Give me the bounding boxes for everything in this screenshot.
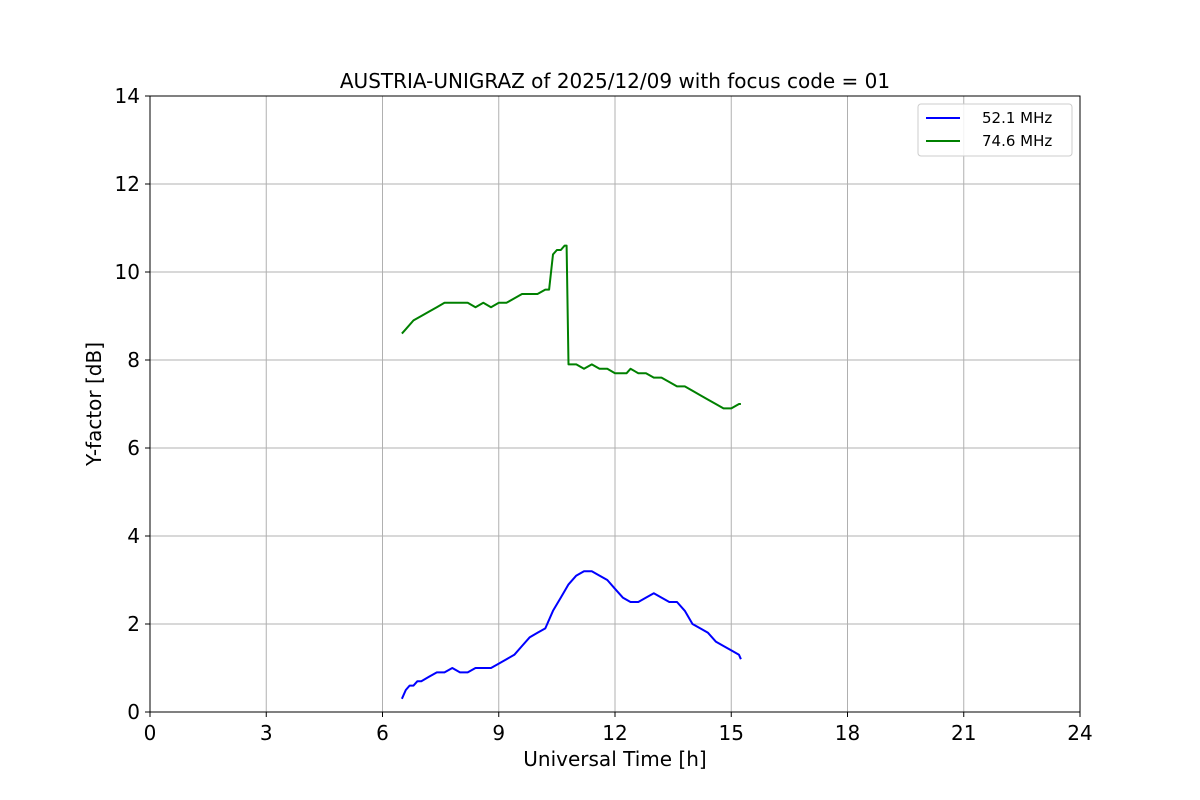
y-tick-label-2: 2 [127, 612, 140, 636]
series-line-52-1-mhz [400, 570, 742, 700]
y-tick-label-14: 14 [115, 84, 140, 108]
x-tick-label-24: 24 [1067, 721, 1092, 745]
y-tick-label-8: 8 [127, 348, 140, 372]
y-tick-label-4: 4 [127, 524, 140, 548]
x-axis-label: Universal Time [h] [523, 747, 706, 771]
series-line-74-6-mhz [401, 244, 741, 410]
chart-title: AUSTRIA-UNIGRAZ of 2025/12/09 with focus… [340, 69, 890, 93]
x-tick-label-21: 21 [951, 721, 976, 745]
legend: 52.1 MHz 74.6 MHz [917, 103, 1073, 157]
y-tick-label-10: 10 [115, 260, 140, 284]
x-tick-label-6: 6 [376, 721, 389, 745]
legend-label-52-1-mhz: 52.1 MHz [982, 109, 1052, 127]
y-tick-label-6: 6 [127, 436, 140, 460]
y-tick-label-0: 0 [127, 700, 140, 724]
x-tick-label-15: 15 [719, 721, 744, 745]
x-tick-label-0: 0 [144, 721, 157, 745]
x-tick-label-3: 3 [260, 721, 273, 745]
y-axis-label: Y-factor [dB] [82, 342, 106, 467]
x-tick-label-9: 9 [492, 721, 505, 745]
legend-label-74-6-mhz: 74.6 MHz [982, 132, 1052, 150]
y-tick-label-12: 12 [115, 172, 140, 196]
x-tick-label-18: 18 [835, 721, 860, 745]
x-tick-label-12: 12 [602, 721, 627, 745]
series-layer [400, 244, 742, 700]
